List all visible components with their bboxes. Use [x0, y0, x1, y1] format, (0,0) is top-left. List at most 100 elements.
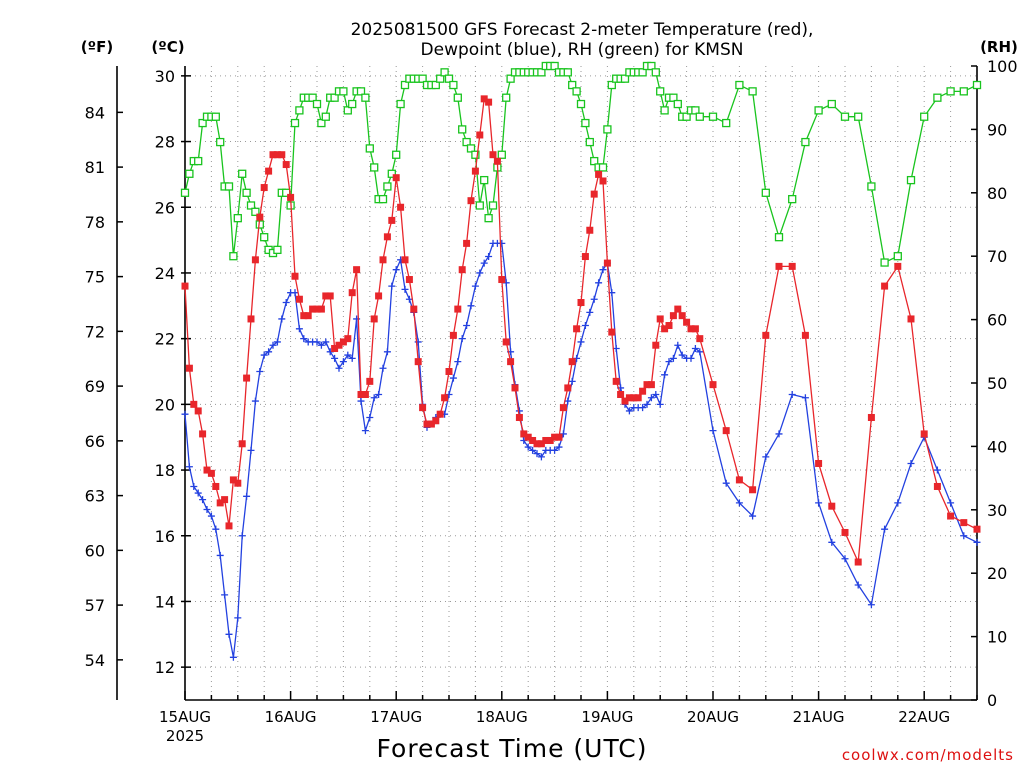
- temperature-point: [414, 358, 422, 366]
- temperature-point: [348, 289, 356, 297]
- dewpoint-point: [238, 532, 246, 540]
- dewpoint-point: [388, 282, 396, 290]
- rh-point: [211, 112, 220, 121]
- temperature-point: [256, 213, 264, 221]
- x-tick-label: 18AUG: [476, 708, 528, 726]
- rh-point: [603, 125, 612, 134]
- rh-point: [669, 93, 678, 102]
- temperature-point: [480, 95, 488, 103]
- dewpoint-point: [317, 341, 325, 349]
- celsius-axis-unit: (ºC): [151, 38, 184, 56]
- dewpoint-point: [247, 446, 255, 454]
- temperature-point: [665, 322, 673, 330]
- rh-point: [185, 169, 194, 178]
- temperature-point: [401, 256, 409, 264]
- rh-point: [585, 137, 594, 147]
- temperature-point: [243, 374, 251, 382]
- dewpoint-point: [881, 525, 889, 533]
- dewpoint-point: [243, 492, 251, 500]
- fahrenheit-tick-label: 63: [85, 487, 105, 506]
- dewpoint-point: [370, 394, 378, 402]
- rh-tick-label: 40: [987, 437, 1007, 456]
- temperature-point: [573, 325, 581, 333]
- grid-lines: [185, 66, 977, 700]
- tick-labels: 12 14 16 18 20 22 24 26 28 30 54 57 60 63 66 69 72 75 78 81…: [85, 57, 1018, 745]
- dewpoint-point: [339, 358, 347, 366]
- rh-point: [378, 194, 388, 204]
- temperature-point: [661, 325, 669, 333]
- dewpoint-point: [643, 400, 651, 408]
- temperature-point: [454, 305, 462, 313]
- temperature-point: [612, 377, 620, 385]
- temperature-point: [238, 440, 246, 448]
- dewpoint-point: [485, 253, 493, 261]
- temperature-point: [643, 381, 651, 389]
- temperature-point: [815, 459, 823, 467]
- dewpoint-point: [212, 525, 220, 533]
- rh-point: [440, 68, 449, 77]
- temperature-point: [507, 358, 515, 366]
- dewpoint-point: [586, 308, 594, 316]
- rh-point: [814, 106, 823, 115]
- temperature-point: [674, 305, 682, 313]
- dewpoint-point: [282, 299, 290, 307]
- dewpoint-point: [815, 499, 823, 507]
- fahrenheit-tick-label: 78: [85, 213, 105, 232]
- temperature-point: [269, 151, 277, 159]
- temperature-point: [295, 295, 303, 303]
- temperature-point: [683, 318, 691, 326]
- rh-point: [317, 118, 326, 128]
- rh-point: [537, 68, 546, 77]
- rh-point: [361, 93, 370, 102]
- temperature-point: [581, 253, 589, 261]
- rh-point: [458, 125, 467, 134]
- temperature-point: [656, 315, 664, 323]
- dewpoint-point: [537, 453, 545, 461]
- dewpoint-point: [788, 390, 796, 398]
- dewpoint-point: [278, 315, 286, 323]
- temperature-point: [375, 292, 383, 300]
- temperature-point: [427, 420, 435, 428]
- rh-point: [290, 118, 300, 128]
- temperature-point: [762, 331, 770, 339]
- dewpoint-point: [190, 482, 198, 490]
- rh-point: [656, 87, 665, 96]
- temperature-point: [199, 430, 207, 438]
- temperature-point: [630, 394, 638, 402]
- dewpoint-point: [256, 368, 264, 376]
- fahrenheit-tick-label: 54: [85, 651, 105, 670]
- rh-point: [216, 137, 225, 147]
- temperature-point: [520, 430, 528, 438]
- rh-point: [466, 144, 476, 153]
- rh-tick-label: 0: [987, 691, 997, 710]
- dewpoint-point: [656, 400, 664, 408]
- dewpoint-point: [361, 427, 369, 435]
- rh-point: [906, 175, 916, 185]
- dewpoint-point: [269, 341, 277, 349]
- dewpoint-point: [181, 410, 189, 418]
- temperature-point: [687, 325, 695, 333]
- temperature-point: [678, 312, 686, 320]
- dewpoint-point: [661, 371, 669, 379]
- temperature-point: [370, 315, 378, 323]
- dewpoint-point: [590, 295, 598, 303]
- celsius-tick-label: 30: [155, 67, 175, 86]
- temperature-point: [366, 377, 374, 385]
- temperature-point: [867, 413, 875, 421]
- temperature-point: [423, 420, 431, 428]
- rh-point: [418, 74, 427, 83]
- temperature-point: [652, 341, 660, 349]
- dewpoint-point: [265, 348, 273, 356]
- temperature-point: [634, 394, 642, 402]
- rh-point: [343, 106, 352, 115]
- rh-tick-label: 20: [987, 564, 1007, 583]
- temperature-point: [291, 272, 299, 280]
- rh-point: [761, 188, 770, 197]
- rh-point: [691, 106, 700, 115]
- rh-point: [242, 188, 251, 197]
- temperature-point: [234, 479, 242, 487]
- rh-point: [880, 258, 889, 267]
- temperature-point: [445, 368, 453, 376]
- source-credit: coolwx.com/modelts: [842, 746, 1014, 764]
- rh-point: [673, 99, 682, 109]
